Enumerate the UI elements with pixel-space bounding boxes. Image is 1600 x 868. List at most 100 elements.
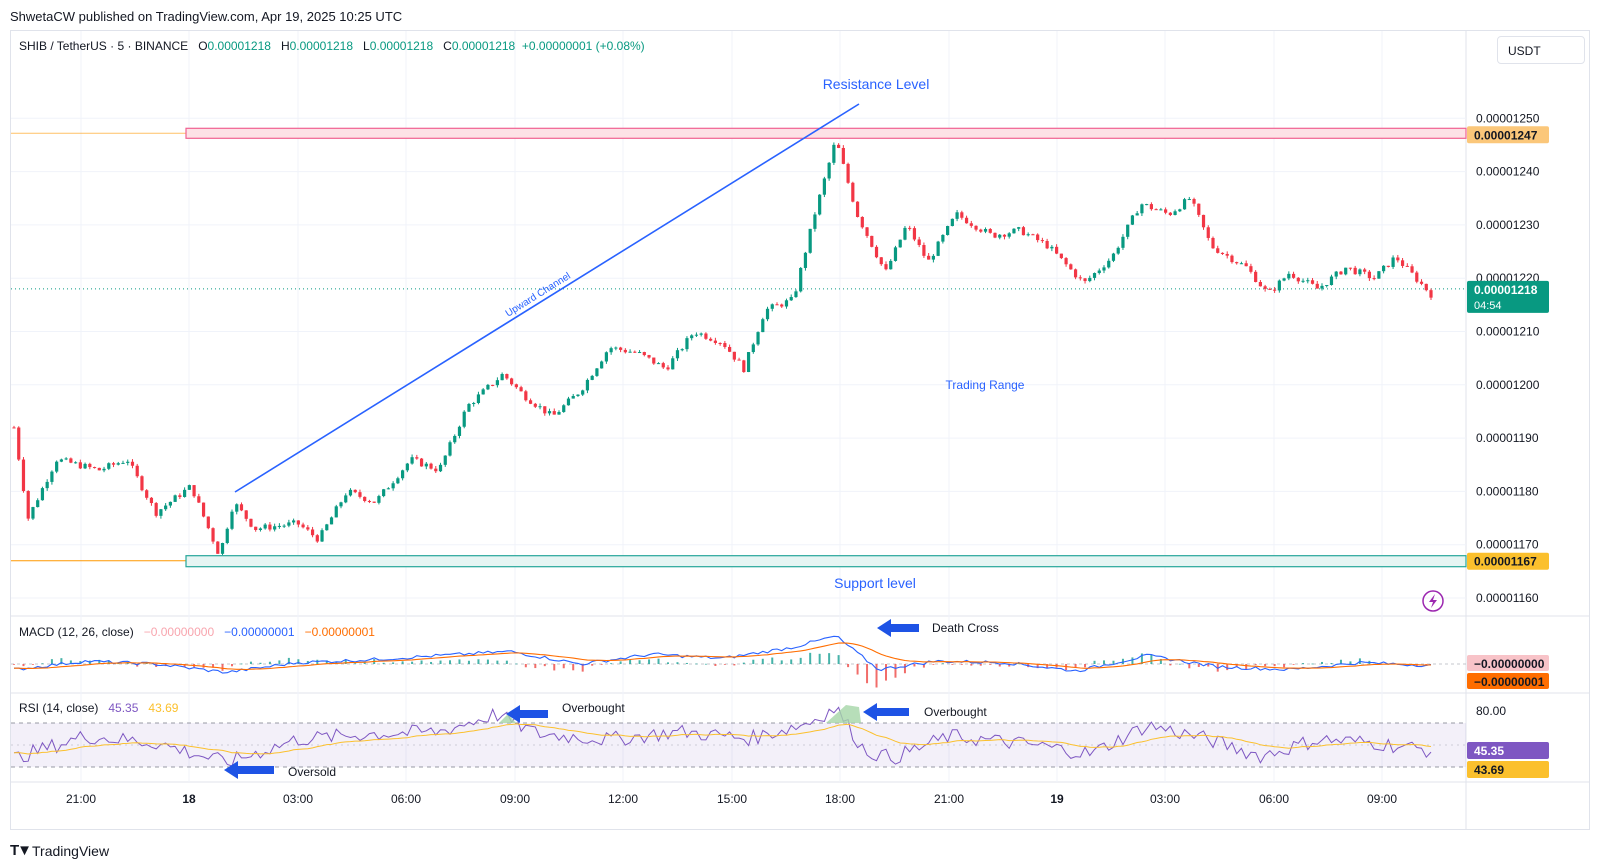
candle-down [1055,246,1059,254]
candle-down [363,496,367,501]
candle-up [818,194,822,215]
candle-up [183,489,187,497]
candle-down [742,360,746,373]
candle-up [495,380,499,386]
macd-histogram-bar [1197,664,1200,667]
candle-up [936,241,940,256]
candle-down [353,489,357,493]
macd-histogram-bar [477,659,480,664]
candle-up [377,496,381,503]
candle-up [1140,204,1144,214]
candle-down [1225,253,1229,256]
lightning-icon[interactable] [1422,590,1444,612]
rsi-ma-tag-bg [1467,761,1549,778]
macd-histogram-bar [231,664,233,667]
macd-histogram-bar [610,663,613,665]
candle-down [1164,209,1168,213]
candle-down [1419,281,1424,284]
candle-down [1249,266,1253,272]
candle-up [1126,224,1130,237]
rsi-line [13,706,1432,767]
time-tick-label: 18:00 [825,792,855,806]
current-price-tag-bg [1467,280,1549,313]
candle-down [315,535,319,542]
candle-down [211,528,215,542]
time-tick-label: 09:00 [1367,792,1397,806]
macd-histogram-bar [287,657,290,664]
macd-histogram-bar [1254,664,1257,665]
macd-histogram-bar [1349,661,1352,664]
candle-down [1348,267,1353,269]
open-label: O [198,39,208,53]
candle-up [102,468,106,471]
currency-selector[interactable]: USDT [1497,36,1585,64]
candle-down [874,246,879,258]
candle-up [637,352,642,354]
macd-histogram-bar [752,659,755,664]
candle-down [1211,237,1215,249]
macd-histogram-bar [41,663,44,665]
macd-histogram-bar [221,664,224,671]
macd-histogram-bar [553,664,556,671]
candle-up [220,542,225,554]
macd-histogram-bar [13,664,15,665]
macd-histogram-bar [667,662,669,664]
overbought-arrow-2 [863,703,909,721]
symbol-name[interactable]: SHIB / TetherUS · 5 · BINANCE [19,39,189,53]
macd-histogram-bar [486,659,489,664]
candle-down [26,491,30,519]
macd-histogram-bar [449,660,451,664]
candle-down [78,462,82,469]
macd-legend[interactable]: MACD (12, 26, close) −0.00000000 −0.0000… [19,625,375,639]
candle-down [296,520,300,525]
candle-down [1201,214,1206,228]
chart-frame[interactable]: Upward Channel Resistance Level Support le… [10,30,1590,830]
macd-histogram-bar [572,664,575,671]
macd-histogram-bar [1425,664,1428,665]
macd-histogram-bar [1140,653,1143,664]
candle-down [993,232,997,238]
candle-up [1306,280,1310,282]
tradingview-logo[interactable]: T▼ TradingView [10,842,109,859]
candle-down [988,229,992,233]
high-label: H [280,39,290,53]
candle-down [1073,269,1078,278]
macd-histogram-bar [714,664,717,666]
macd-histogram-bar [1292,664,1295,665]
macd-histogram-bar [1188,664,1191,669]
candle-down [917,239,921,246]
candle-up [680,349,684,351]
macd-title[interactable]: MACD (12, 26, close) [19,625,134,639]
candle-up [1111,253,1116,261]
macd-histogram-bar [1330,662,1333,664]
symbol-legend[interactable]: SHIB / TetherUS · 5 · BINANCE O0.0000121… [19,39,645,53]
macd-histogram-bar [1150,655,1153,664]
candle-down [1396,257,1400,261]
candle-up [1116,247,1120,254]
candle-up [258,528,263,530]
macd-histogram-bar [183,664,186,668]
rsi-title[interactable]: RSI (14, close) [19,701,99,715]
candle-up [116,463,120,465]
candle-up [31,507,35,519]
candle-up [187,485,191,490]
macd-histogram-bar [259,662,262,664]
candle-down [1078,277,1082,279]
macd-histogram-bar [629,659,632,664]
candle-up [334,506,338,518]
candle-down [543,406,547,414]
candle-down [642,352,646,356]
tradingview-logo-text: TradingView [32,842,110,859]
rsi-legend[interactable]: RSI (14, close) 45.35 43.69 [19,701,178,715]
candle-up [1187,199,1191,201]
macd-histogram-bar [458,659,461,664]
macd-histogram-bar [1207,664,1210,667]
candle-up [472,403,476,405]
candle-down [912,228,917,240]
candle-up [121,462,125,464]
candle-up [386,488,390,490]
macd-histogram-bar [648,659,651,664]
candle-down [533,403,537,407]
candle-up [277,525,281,527]
